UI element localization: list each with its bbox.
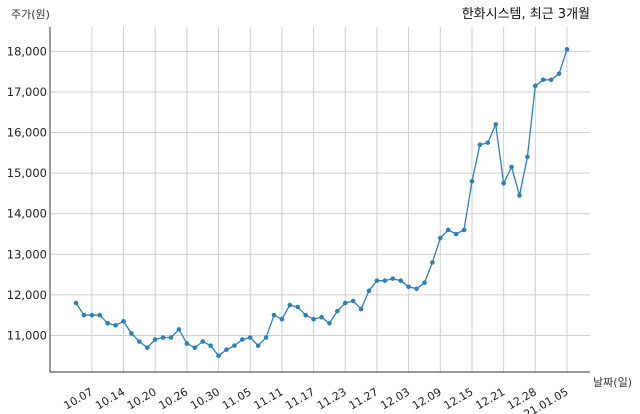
data-point bbox=[461, 227, 467, 233]
data-point bbox=[287, 302, 293, 308]
data-point bbox=[311, 316, 316, 322]
data-point bbox=[144, 345, 150, 350]
data-point bbox=[548, 77, 554, 83]
x-tick-label: 10.07 bbox=[62, 385, 96, 412]
y-tick-label: 18,000 bbox=[7, 44, 47, 58]
data-point bbox=[501, 180, 506, 186]
x-tick-label: 12.21 bbox=[473, 385, 507, 412]
data-point bbox=[342, 300, 348, 306]
data-point bbox=[382, 278, 388, 283]
data-point bbox=[525, 154, 530, 160]
data-point bbox=[374, 278, 380, 283]
x-tick-label: 12.15 bbox=[442, 385, 476, 412]
y-tick-label: 15,000 bbox=[7, 166, 47, 180]
data-point bbox=[105, 320, 110, 326]
data-point bbox=[200, 339, 206, 344]
data-point bbox=[533, 83, 538, 89]
x-tick-label: 12.03 bbox=[378, 385, 412, 412]
data-point bbox=[453, 231, 459, 237]
data-point bbox=[556, 71, 562, 76]
data-point bbox=[224, 347, 229, 352]
data-point bbox=[152, 337, 158, 342]
x-tick-label: 10.20 bbox=[125, 385, 159, 412]
x-axis-title: 날짜(일) bbox=[593, 375, 632, 389]
x-tick-label: 10.26 bbox=[157, 385, 191, 412]
data-point bbox=[137, 339, 142, 344]
x-tick-labels: 10.0710.1410.2010.2610.3011.0511.1111.17… bbox=[62, 385, 571, 414]
data-point bbox=[271, 312, 277, 318]
data-point bbox=[255, 343, 261, 348]
data-point bbox=[335, 308, 340, 314]
data-point bbox=[327, 320, 332, 326]
data-point bbox=[564, 47, 570, 52]
y-tick-label: 13,000 bbox=[7, 247, 47, 261]
data-point bbox=[176, 327, 182, 332]
axes bbox=[49, 27, 590, 373]
data-point bbox=[184, 341, 190, 346]
x-tick-label: 11.23 bbox=[315, 385, 349, 412]
x-tick-label: 10.30 bbox=[188, 385, 222, 412]
price-series bbox=[73, 47, 570, 359]
data-point bbox=[366, 288, 372, 294]
data-point bbox=[232, 343, 237, 348]
data-point bbox=[517, 193, 522, 198]
data-point bbox=[358, 306, 364, 312]
y-tick-label: 12,000 bbox=[7, 288, 47, 302]
data-point bbox=[89, 312, 95, 318]
y-tick-label: 11,000 bbox=[7, 328, 47, 342]
data-point bbox=[73, 300, 79, 306]
data-point bbox=[216, 353, 221, 359]
y-tick-label: 14,000 bbox=[7, 207, 47, 221]
data-point bbox=[445, 227, 451, 233]
data-point bbox=[509, 164, 514, 170]
x-tick-label: 11.27 bbox=[347, 385, 381, 412]
data-point bbox=[303, 312, 308, 318]
data-point bbox=[414, 286, 419, 292]
data-point bbox=[121, 318, 126, 324]
data-point bbox=[97, 312, 103, 318]
data-point bbox=[493, 122, 499, 127]
y-axis-title: 주가(원) bbox=[11, 8, 50, 21]
y-tick-label: 17,000 bbox=[7, 85, 47, 99]
data-point bbox=[437, 235, 443, 241]
chart-title: 한화시스템, 최근 3개월 bbox=[462, 7, 590, 22]
data-point bbox=[240, 337, 245, 342]
data-point bbox=[279, 316, 285, 322]
data-point bbox=[540, 77, 546, 83]
data-point bbox=[422, 280, 427, 286]
data-point bbox=[247, 335, 253, 340]
data-point bbox=[168, 335, 174, 340]
data-point bbox=[485, 140, 491, 145]
data-point bbox=[350, 298, 356, 304]
x-tick-label: 11.05 bbox=[220, 385, 254, 412]
data-point bbox=[477, 142, 483, 148]
x-tick-label: 10.14 bbox=[93, 385, 127, 412]
data-point bbox=[208, 343, 213, 348]
y-tick-label: 16,000 bbox=[7, 126, 47, 140]
series-line bbox=[75, 49, 568, 357]
x-tick-label: 11.11 bbox=[252, 385, 286, 412]
data-point bbox=[263, 335, 269, 340]
data-point bbox=[113, 323, 118, 328]
data-point bbox=[398, 278, 403, 283]
data-point bbox=[390, 276, 396, 281]
data-point bbox=[319, 314, 324, 320]
gridlines bbox=[50, 27, 590, 372]
data-point bbox=[295, 304, 301, 310]
data-point bbox=[192, 345, 198, 350]
data-point bbox=[406, 284, 411, 290]
data-point bbox=[430, 260, 435, 265]
x-tick-label: 11.17 bbox=[283, 385, 317, 412]
data-point bbox=[129, 331, 134, 336]
data-point bbox=[469, 178, 475, 184]
data-point bbox=[160, 335, 166, 340]
y-tick-labels: 11,000 12,000 13,000 14,000 15,000 16,000 17,0… bbox=[7, 44, 47, 342]
data-point bbox=[81, 312, 87, 318]
x-tick-label: 12.09 bbox=[410, 385, 444, 412]
